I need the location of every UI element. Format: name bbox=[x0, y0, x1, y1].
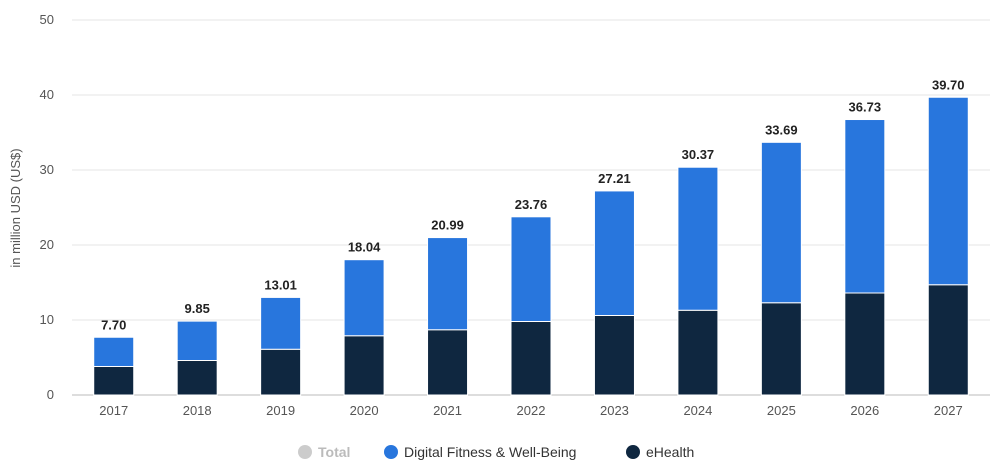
legend-item-digital-fitness-well-being[interactable]: Digital Fitness & Well-Being bbox=[384, 444, 576, 460]
bar-digital-fitness-well-being-2021[interactable] bbox=[427, 237, 469, 331]
bar-digital-fitness-well-being-2023[interactable] bbox=[593, 190, 635, 316]
total-label-2025: 33.69 bbox=[765, 122, 798, 137]
total-label-2017: 7.70 bbox=[101, 317, 126, 332]
legend-marker-icon bbox=[298, 445, 312, 459]
y-tick-label: 30 bbox=[40, 162, 54, 177]
bar-ehealth-2017[interactable] bbox=[93, 366, 135, 396]
legend-label: Total bbox=[318, 444, 350, 460]
bar-digital-fitness-well-being-2027[interactable] bbox=[927, 96, 969, 286]
total-label-2020: 18.04 bbox=[348, 240, 381, 255]
y-axis: 0 10 20 30 40 50 bbox=[40, 12, 54, 402]
x-axis: 2017 2018 2019 2020 2021 2022 2023 2024 2025 2026… bbox=[99, 403, 962, 418]
legend-marker-icon bbox=[626, 445, 640, 459]
x-tick-label: 2023 bbox=[600, 403, 629, 418]
bar-digital-fitness-well-being-2017[interactable] bbox=[93, 336, 135, 367]
legend[interactable]: Total Digital Fitness & Well-Being eHealth bbox=[298, 444, 694, 460]
x-tick-label: 2024 bbox=[683, 403, 712, 418]
bar-digital-fitness-well-being-2018[interactable] bbox=[176, 320, 218, 361]
y-tick-label: 20 bbox=[40, 237, 54, 252]
bar-ehealth-2026[interactable] bbox=[844, 292, 886, 396]
bar-ehealth-2025[interactable] bbox=[760, 302, 802, 396]
bar-ehealth-2018[interactable] bbox=[176, 360, 218, 396]
bar-ehealth-2027[interactable] bbox=[927, 284, 969, 396]
x-tick-label: 2025 bbox=[767, 403, 796, 418]
data-labels: 7.70 9.85 13.01 18.04 20.99 23.76 27.21 30.37 33… bbox=[101, 77, 964, 332]
x-tick-label: 2019 bbox=[266, 403, 295, 418]
legend-item-ehealth[interactable]: eHealth bbox=[626, 444, 694, 460]
total-label-2023: 27.21 bbox=[598, 171, 631, 186]
total-label-2021: 20.99 bbox=[431, 218, 464, 233]
total-label-2022: 23.76 bbox=[515, 197, 548, 212]
y-axis-title: in million USD (US$) bbox=[8, 148, 23, 267]
bar-digital-fitness-well-being-2026[interactable] bbox=[844, 119, 886, 294]
x-tick-label: 2021 bbox=[433, 403, 462, 418]
total-label-2026: 36.73 bbox=[849, 100, 882, 115]
bar-digital-fitness-well-being-2020[interactable] bbox=[343, 259, 385, 337]
y-tick-label: 0 bbox=[47, 387, 54, 402]
legend-label: Digital Fitness & Well-Being bbox=[404, 444, 576, 460]
x-tick-label: 2020 bbox=[350, 403, 379, 418]
y-tick-label: 50 bbox=[40, 12, 54, 27]
bar-ehealth-2022[interactable] bbox=[510, 321, 552, 396]
x-tick-label: 2022 bbox=[517, 403, 546, 418]
legend-marker-icon bbox=[384, 445, 398, 459]
bars bbox=[93, 96, 969, 396]
bar-ehealth-2021[interactable] bbox=[427, 329, 469, 396]
bar-digital-fitness-well-being-2024[interactable] bbox=[677, 166, 719, 311]
total-label-2027: 39.70 bbox=[932, 77, 965, 92]
bar-ehealth-2019[interactable] bbox=[260, 348, 302, 396]
bar-digital-fitness-well-being-2019[interactable] bbox=[260, 296, 302, 350]
bar-ehealth-2024[interactable] bbox=[677, 309, 719, 396]
bar-digital-fitness-well-being-2022[interactable] bbox=[510, 216, 552, 322]
x-tick-label: 2026 bbox=[850, 403, 879, 418]
legend-item-total[interactable]: Total bbox=[298, 444, 350, 460]
bar-ehealth-2023[interactable] bbox=[593, 315, 635, 396]
legend-label: eHealth bbox=[646, 444, 694, 460]
bar-ehealth-2020[interactable] bbox=[343, 335, 385, 396]
x-tick-label: 2017 bbox=[99, 403, 128, 418]
bar-digital-fitness-well-being-2025[interactable] bbox=[760, 141, 802, 304]
x-tick-label: 2027 bbox=[934, 403, 963, 418]
x-tick-label: 2018 bbox=[183, 403, 212, 418]
total-label-2019: 13.01 bbox=[264, 277, 297, 292]
total-label-2024: 30.37 bbox=[682, 147, 715, 162]
y-tick-label: 10 bbox=[40, 312, 54, 327]
y-tick-label: 40 bbox=[40, 87, 54, 102]
total-label-2018: 9.85 bbox=[185, 301, 210, 316]
